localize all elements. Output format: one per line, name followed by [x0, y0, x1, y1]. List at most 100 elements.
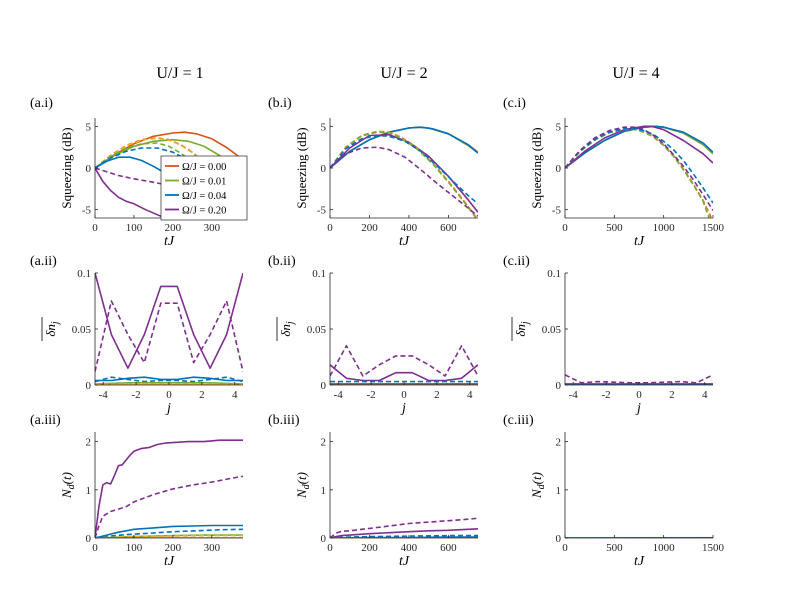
series-line — [330, 134, 478, 205]
x-tick-label: 0 — [92, 542, 98, 554]
series-group — [330, 517, 478, 538]
x-tick-label: 0 — [401, 389, 407, 401]
series-line — [95, 376, 243, 382]
y-tick-label: 0.05 — [307, 324, 327, 336]
y-axis-label: Nd(t) — [59, 472, 77, 499]
x-tick-label: 100 — [126, 222, 143, 234]
x-tick-label: 0 — [327, 222, 333, 234]
x-tick-label: 200 — [165, 542, 182, 554]
x-tick-label: 4 — [702, 389, 708, 401]
series-group — [565, 125, 713, 218]
y-tick-label: 0.05 — [542, 324, 562, 336]
x-axis-label: tJ — [634, 554, 645, 569]
x-tick-label: 600 — [440, 222, 457, 234]
y-tick-label: 0.1 — [77, 268, 91, 280]
series-line — [95, 138, 236, 169]
y-axis-label: Squeezing (dB) — [294, 127, 309, 208]
series-line — [95, 137, 205, 169]
y-tick-label: -5 — [552, 205, 562, 217]
y-label-subscript: d — [536, 483, 547, 489]
x-axis-label: tJ — [399, 554, 410, 569]
series-line — [330, 130, 477, 218]
y-tick-label: 0 — [556, 380, 562, 392]
y-tick-label: 0 — [321, 533, 327, 545]
series-line — [95, 376, 243, 383]
y-axis-label: Nd(t) — [294, 472, 312, 499]
column-title-uj2: U/J = 2 — [380, 65, 427, 82]
y-tick-label: 1 — [86, 485, 92, 497]
x-tick-label: 0 — [562, 222, 568, 234]
x-axis-label: tJ — [634, 234, 645, 249]
y-label-subscript: j — [520, 321, 531, 326]
y-tick-label: 0 — [321, 163, 327, 175]
panel-label: (a.iii) — [30, 413, 61, 428]
series-line — [565, 125, 713, 169]
x-tick-label: -4 — [99, 389, 109, 401]
x-tick-label: 500 — [606, 222, 623, 234]
x-tick-label: -4 — [569, 389, 579, 401]
x-tick-label: 0 — [166, 389, 172, 401]
panel-c-iii: (c.iii) 0 500 1000 1500 0 1 2 tJ Nd(t) — [503, 413, 725, 569]
series-line — [95, 534, 243, 538]
series-line — [95, 524, 243, 538]
panel-a-iii: (a.iii) 0 100 200 300 0 1 2 tJ Nd(t) — [30, 413, 243, 569]
x-tick-label: 0 — [562, 542, 568, 554]
column-title-uj1: U/J = 1 — [156, 65, 203, 82]
x-tick-label: 300 — [204, 222, 221, 234]
series-line — [330, 133, 478, 213]
x-tick-label: 600 — [440, 542, 457, 554]
legend: Ω/J = 0.00 Ω/J = 0.01 Ω/J = 0.04 Ω/J = 0.20 — [160, 155, 248, 221]
x-tick-label: 1000 — [653, 542, 676, 554]
y-tick-label: 1 — [556, 485, 562, 497]
series-line — [95, 273, 243, 370]
panel-label: (c.i) — [503, 96, 526, 111]
series-line — [330, 364, 478, 382]
panel-label: (a.ii) — [30, 254, 57, 269]
x-tick-label: 200 — [361, 222, 378, 234]
y-tick-label: 0 — [86, 163, 92, 175]
y-label-subscript: j — [285, 321, 296, 326]
y-tick-label: 0 — [86, 380, 92, 392]
x-tick-label: 4 — [467, 389, 473, 401]
series-line — [330, 126, 478, 169]
y-tick-label: 5 — [86, 121, 92, 133]
x-tick-label: 1000 — [653, 222, 676, 234]
y-tick-label: 5 — [556, 121, 562, 133]
y-tick-label: 0 — [556, 163, 562, 175]
x-tick-label: -2 — [132, 389, 141, 401]
x-axis-label: j — [165, 401, 171, 416]
x-axis-label: tJ — [164, 234, 175, 249]
series-group — [330, 344, 478, 385]
series-line — [95, 167, 168, 218]
x-tick-label: -2 — [602, 389, 611, 401]
series-line — [565, 125, 713, 169]
series-line — [565, 374, 713, 384]
series-line — [330, 344, 478, 377]
series-line — [330, 126, 478, 169]
series-line — [565, 128, 711, 218]
y-label-suffix: (t) — [59, 472, 74, 484]
x-tick-label: 2 — [434, 389, 440, 401]
series-group — [330, 126, 478, 218]
x-tick-label: -2 — [367, 389, 376, 401]
x-tick-label: 200 — [165, 222, 182, 234]
legend-entry: Ω/J = 0.01 — [182, 177, 226, 188]
series-line — [95, 528, 243, 538]
x-tick-label: 2 — [669, 389, 675, 401]
x-tick-label: 1500 — [702, 542, 725, 554]
series-line — [95, 475, 243, 538]
x-tick-label: 0 — [327, 542, 333, 554]
y-axis-label: δnj — [43, 321, 61, 337]
column-title-uj4: U/J = 4 — [612, 65, 659, 82]
series-line — [565, 126, 713, 211]
x-tick-label: 300 — [204, 542, 221, 554]
series-group — [95, 273, 243, 385]
y-label-suffix: (t) — [294, 472, 309, 484]
y-tick-label: 5 — [321, 121, 327, 133]
panel-label: (c.ii) — [503, 254, 530, 269]
